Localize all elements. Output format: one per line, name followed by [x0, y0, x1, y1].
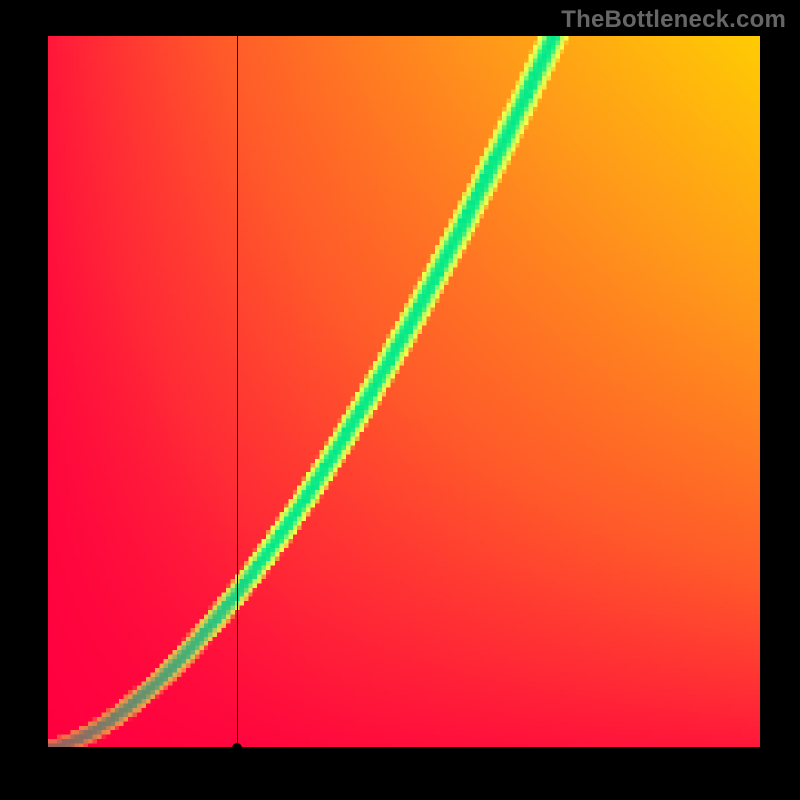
heatmap-plot — [48, 36, 760, 748]
watermark-text: TheBottleneck.com — [561, 6, 786, 34]
chart-container: TheBottleneck.com — [0, 0, 800, 800]
axis-marker-dot — [232, 743, 242, 753]
heatmap-canvas — [48, 36, 760, 748]
